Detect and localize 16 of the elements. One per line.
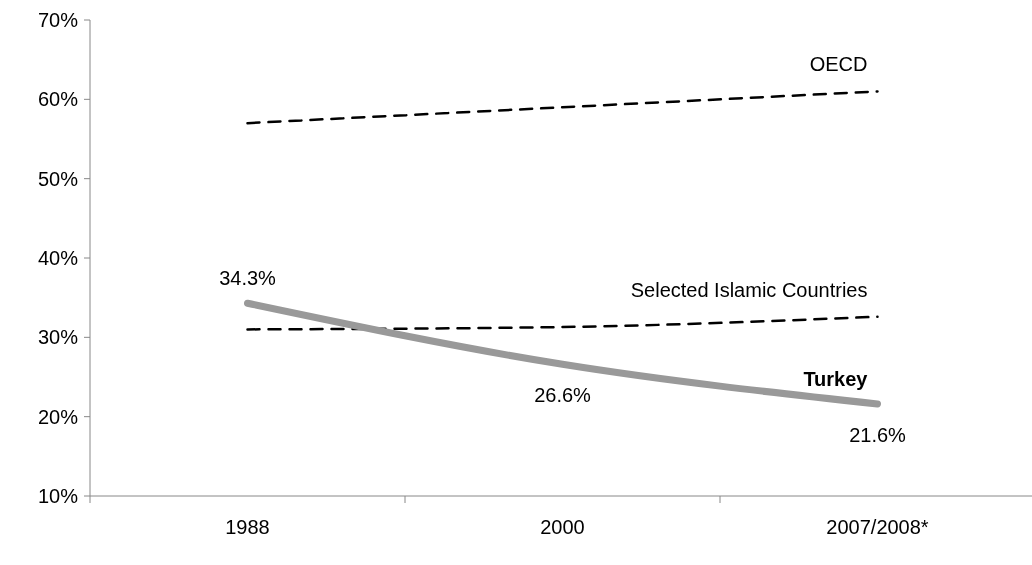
y-tick-label: 60%: [37, 88, 79, 111]
y-tick-label: 20%: [37, 405, 79, 428]
series-label: Selected Islamic Countries: [630, 278, 868, 301]
data-label: 21.6%: [849, 423, 907, 446]
x-tick-label: 2000: [540, 516, 585, 538]
y-tick-label: 40%: [37, 247, 79, 269]
y-tick-label: 10%: [37, 485, 79, 507]
series-label: OECD: [809, 53, 868, 76]
series-label: Turkey: [803, 367, 869, 390]
y-tick-label: 50%: [37, 167, 79, 190]
data-label: 26.6%: [534, 384, 592, 407]
data-label: 34.3%: [219, 267, 277, 290]
y-tick-label: 30%: [37, 326, 79, 349]
x-tick-label: 2007/2008*: [826, 516, 929, 538]
x-tick-label: 1988: [225, 516, 270, 538]
y-tick-label: 70%: [37, 9, 79, 31]
